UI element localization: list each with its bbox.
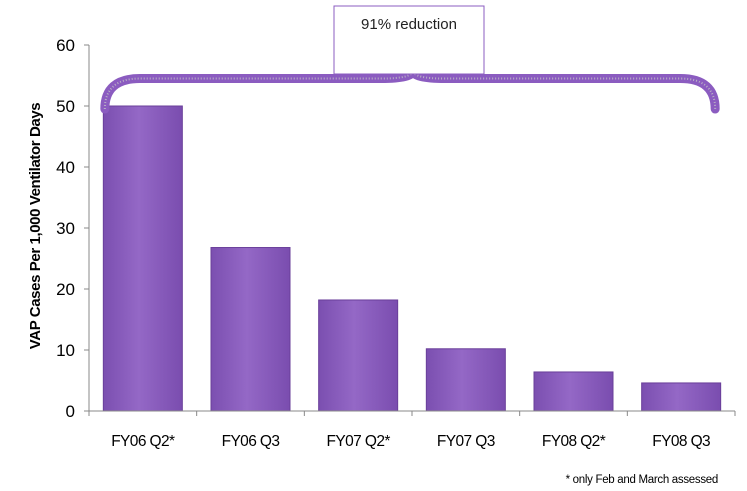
reduction-annotation-box	[333, 5, 485, 75]
bar-fy06-q2	[102, 105, 183, 412]
axes	[84, 44, 736, 416]
y-tick-labels: 0 10 20 30 40 50 60	[56, 36, 75, 421]
bar-fy08-q2	[533, 371, 614, 412]
x-tick-label: FY08 Q3	[652, 433, 710, 450]
x-tick-label: FY06 Q2*	[111, 433, 175, 450]
y-tick-label: 0	[66, 402, 75, 421]
y-tick-label: 50	[56, 97, 75, 116]
bar-fy06-q3	[210, 247, 291, 412]
y-tick-label: 20	[56, 280, 75, 299]
x-tick-label: FY08 Q2*	[542, 433, 606, 450]
x-tick-labels: FY06 Q2* FY06 Q3 FY07 Q2* FY07 Q3 FY08 Q2* FY…	[111, 433, 710, 450]
y-tick-label: 30	[56, 219, 75, 238]
reduction-brace	[100, 66, 720, 114]
x-tick-label: FY07 Q2*	[327, 433, 391, 450]
bars	[102, 105, 722, 412]
x-tick-label: FY07 Q3	[437, 433, 495, 450]
y-tick-label: 60	[56, 36, 75, 55]
reduction-annotation-text: 91% reduction	[361, 16, 457, 33]
reduction-annotation: 91% reduction	[333, 5, 485, 75]
y-tick-label: 40	[56, 158, 75, 177]
y-tick-label: 10	[56, 341, 75, 360]
footnote: * only Feb and March assessed	[566, 474, 718, 486]
y-axis-label: VAP Cases Per 1,000 Ventilator Days	[27, 103, 44, 349]
bar-fy07-q3	[425, 348, 506, 412]
x-tick-label: FY06 Q3	[222, 433, 280, 450]
bar-fy07-q2	[318, 299, 399, 412]
bar-fy08-q3	[641, 382, 722, 412]
